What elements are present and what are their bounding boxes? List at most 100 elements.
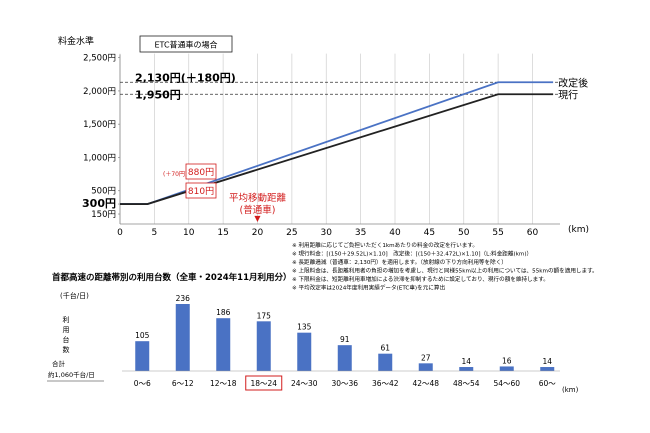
- marker-sublabel: (普通車): [240, 204, 276, 216]
- bar-value-label: 186: [216, 308, 231, 317]
- bar: [378, 353, 393, 371]
- callout-old-box: [185, 182, 217, 199]
- x-tick-label: 40: [389, 228, 401, 238]
- bar-category-label: 18～24: [250, 379, 277, 388]
- bar: [337, 345, 352, 371]
- note-line: ※ 下限料金は、短距離利用車増加による渋滞を抑制するために設定しており、現行の額…: [292, 275, 549, 283]
- bar-chart-ylabel: 利用台数: [63, 315, 70, 354]
- line-chart-title-box: [139, 35, 233, 53]
- x-tick-label: 35: [355, 228, 366, 238]
- bar-category-label: 54～60: [493, 379, 520, 388]
- highlight-box: [245, 375, 283, 391]
- bar-value-label: 105: [135, 331, 150, 340]
- bar-chart-title: 首都高速の距離帯別の利用台数（全車・2024年11月利用分）: [52, 272, 292, 283]
- bar-value-label: 91: [340, 335, 350, 344]
- x-tick-label: 25: [286, 228, 297, 238]
- bar: [135, 341, 150, 371]
- bar-chart-ylabel-char: 用: [63, 326, 70, 334]
- bar-category-label: 42～48: [412, 379, 439, 388]
- line-chart-callouts: (＋70円) 880円 810円: [163, 163, 217, 199]
- y-tick-label: 150円: [91, 210, 116, 220]
- bar-chart-xlabel: (km): [562, 386, 579, 394]
- bar-chart-ylabel-char: 利: [63, 315, 70, 324]
- bar-chart-total-value: 約1,060千台/日: [48, 370, 95, 379]
- line-chart-x-ticks: 0 5 10 15 20 25 30 35 40 45 50 55 60: [117, 228, 538, 238]
- line-chart-marker: ▼ 平均移動距離(普通車): [229, 192, 287, 223]
- bar: [256, 321, 271, 371]
- x-tick-label: 0: [117, 228, 123, 238]
- bar-category-label: 6～12: [172, 379, 194, 388]
- bar: [540, 367, 555, 371]
- reference-label: 2,130円(＋180円): [135, 71, 236, 84]
- note-line: ※ 現行料金：[(150＋29.52L)×1.10] 改定後：[(150＋32.…: [292, 250, 532, 258]
- bar-chart-ylabel-char: 台: [63, 335, 70, 344]
- bar-chart-unit: (千台/日): [60, 291, 89, 300]
- reference-label: 1,950円: [135, 88, 181, 101]
- marker-arrow: ▼: [254, 214, 261, 223]
- line-chart-notes: ※ 利用距離に応じてご負担いただく1kmあたりの料金の改定を行います。※ 現行料…: [292, 241, 598, 292]
- x-tick-label: 10: [183, 228, 195, 238]
- callout-new-value: 880円: [188, 167, 214, 178]
- x-tick-label: 50: [458, 228, 470, 238]
- bar-category-label: 30～36: [331, 379, 358, 388]
- bar-value-label: 27: [421, 353, 431, 362]
- bar-category-label: 48～54: [453, 379, 480, 388]
- bar: [499, 366, 514, 371]
- y-tick-label: 500円: [91, 187, 116, 197]
- bar: [459, 367, 474, 371]
- line-chart-xlabel: (km): [568, 225, 589, 235]
- bar-value-label: 236: [176, 294, 191, 303]
- bar-chart-total-label: 合計: [52, 359, 66, 368]
- y-tick-label: 1,000円: [83, 153, 116, 163]
- x-tick-label: 20: [252, 228, 264, 238]
- series-label: 現行: [558, 88, 578, 101]
- bar-category-label: 60～: [539, 379, 557, 388]
- bar-value-label: 16: [502, 356, 512, 365]
- callout-diff: (＋70円): [163, 171, 187, 178]
- bar-chart-ylabel-char: 数: [63, 345, 70, 354]
- bar-category-label: 24～30: [291, 379, 318, 388]
- line-chart-reference-lines: 2,130円(＋180円) 1,950円: [120, 71, 560, 101]
- series-line: [120, 81, 554, 205]
- marker-label: 平均移動距離: [229, 192, 287, 204]
- bar-chart-bars: 105 0～6 236 6～12 186 12～18 175 18～24 135 24～30 91 3…: [134, 294, 557, 391]
- bar-chart: 首都高速の距離帯別の利用台数（全車・2024年11月利用分） (千台/日) 利用…: [47, 272, 579, 394]
- x-tick-label: 30: [321, 228, 333, 238]
- bar-value-label: 135: [297, 323, 312, 332]
- line-chart-ylabel: 料金水準: [58, 35, 94, 47]
- callout-new-box: [185, 163, 217, 180]
- bar: [297, 332, 312, 371]
- bar: [216, 318, 231, 371]
- bar-category-label: 36～42: [372, 379, 399, 388]
- bar-value-label: 61: [380, 344, 390, 353]
- callout-old-value: 810円: [188, 186, 214, 197]
- x-tick-label: 5: [152, 228, 158, 238]
- x-tick-label: 45: [424, 228, 435, 238]
- y-tick-label: 300円: [82, 197, 116, 210]
- bar-value-label: 14: [461, 357, 471, 366]
- bar-category-label: 12～18: [210, 379, 237, 388]
- bar-category-label: 0～6: [134, 379, 151, 388]
- series-label: 改定後: [558, 76, 588, 89]
- bar: [175, 304, 190, 371]
- x-tick-label: 60: [527, 228, 539, 238]
- y-tick-label: 2,500円: [83, 54, 116, 64]
- note-line: ※ 長距離逓減（普通車：2,130円）を適用します。（放射線の下り方向利用等を除…: [292, 258, 507, 266]
- line-chart-title: ETC普通車の場合: [154, 40, 217, 50]
- note-line: ※ 上限料金は、長距離利用者の負担の増加を考慮し、現行と同様55km以上の利用に…: [292, 267, 598, 275]
- note-line: ※ 平均改定率は2024年度利用実績データ(ETC車)を元に算出: [292, 284, 445, 292]
- x-tick-label: 55: [492, 228, 503, 238]
- y-tick-label: 2,000円: [83, 87, 116, 97]
- y-tick-label: 1,500円: [83, 120, 116, 130]
- bar: [418, 363, 433, 371]
- bar-value-label: 14: [542, 357, 552, 366]
- series-line: [120, 93, 554, 205]
- note-line: ※ 利用距離に応じてご負担いただく1kmあたりの料金の改定を行います。: [292, 241, 478, 249]
- x-tick-label: 15: [217, 228, 228, 238]
- bar-value-label: 175: [257, 311, 272, 320]
